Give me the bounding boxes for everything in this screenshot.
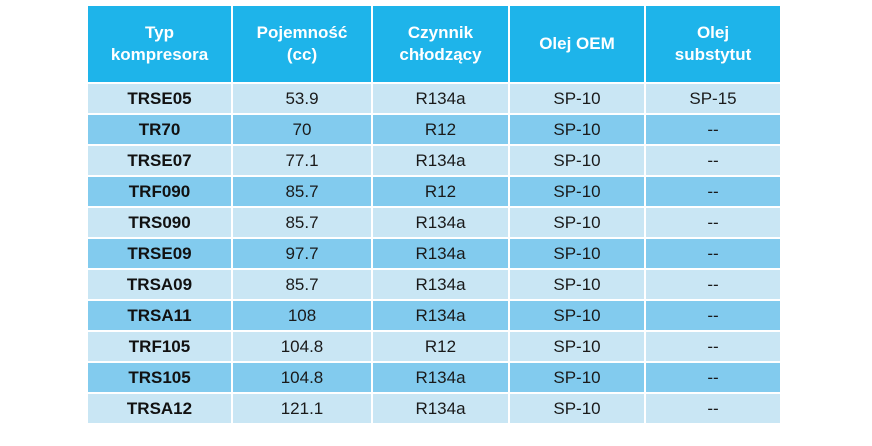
cell-capacity: 85.7 <box>231 206 373 239</box>
cell-substitute-oil: -- <box>644 268 782 301</box>
table-row: TRSE05 53.9 R134a SP-10 SP-15 <box>86 82 782 115</box>
table-row: TR70 70 R12 SP-10 -- <box>86 113 782 146</box>
cell-oem-oil: SP-10 <box>508 237 646 270</box>
cell-refrigerant: R134a <box>371 206 510 239</box>
cell-capacity: 104.8 <box>231 330 373 363</box>
table-row: TRSE09 97.7 R134a SP-10 -- <box>86 237 782 270</box>
cell-oem-oil: SP-10 <box>508 392 646 425</box>
header-capacity: Pojemność (cc) <box>231 4 373 84</box>
cell-capacity: 85.7 <box>231 268 373 301</box>
cell-refrigerant: R134a <box>371 237 510 270</box>
header-line: Pojemność <box>256 23 348 42</box>
header-line: Olej <box>696 23 730 42</box>
header-line: Typ <box>145 23 174 42</box>
header-line: chłodzący <box>399 45 482 64</box>
table-row: TRSA11 108 R134a SP-10 -- <box>86 299 782 332</box>
cell-substitute-oil: -- <box>644 237 782 270</box>
cell-oem-oil: SP-10 <box>508 144 646 177</box>
table-row: TRF090 85.7 R12 SP-10 -- <box>86 175 782 208</box>
cell-refrigerant: R12 <box>371 330 510 363</box>
compressor-table-container: Typ kompresora Pojemność (cc) Czynnik ch… <box>86 4 782 425</box>
cell-model: TRSA11 <box>86 299 233 332</box>
header-row: Typ kompresora Pojemność (cc) Czynnik ch… <box>86 4 782 84</box>
cell-substitute-oil: -- <box>644 299 782 332</box>
cell-substitute-oil: -- <box>644 361 782 394</box>
cell-capacity: 97.7 <box>231 237 373 270</box>
cell-oem-oil: SP-10 <box>508 268 646 301</box>
cell-refrigerant: R134a <box>371 82 510 115</box>
cell-refrigerant: R134a <box>371 392 510 425</box>
cell-substitute-oil: -- <box>644 113 782 146</box>
header-substitute-oil: Olej substytut <box>644 4 782 84</box>
cell-capacity: 104.8 <box>231 361 373 394</box>
cell-refrigerant: R134a <box>371 144 510 177</box>
cell-model: TRF105 <box>86 330 233 363</box>
table-row: TRF105 104.8 R12 SP-10 -- <box>86 330 782 363</box>
cell-model: TRSA12 <box>86 392 233 425</box>
cell-oem-oil: SP-10 <box>508 206 646 239</box>
cell-capacity: 77.1 <box>231 144 373 177</box>
header-line: (cc) <box>286 45 318 64</box>
cell-refrigerant: R12 <box>371 113 510 146</box>
cell-refrigerant: R134a <box>371 361 510 394</box>
compressor-oil-table: Typ kompresora Pojemność (cc) Czynnik ch… <box>86 4 782 425</box>
cell-model: TRS105 <box>86 361 233 394</box>
cell-substitute-oil: -- <box>644 330 782 363</box>
cell-refrigerant: R134a <box>371 299 510 332</box>
table-row: TRS090 85.7 R134a SP-10 -- <box>86 206 782 239</box>
cell-model: TRS090 <box>86 206 233 239</box>
cell-capacity: 85.7 <box>231 175 373 208</box>
cell-model: TRSE05 <box>86 82 233 115</box>
header-line: Olej OEM <box>539 34 615 53</box>
table-row: TRS105 104.8 R134a SP-10 -- <box>86 361 782 394</box>
cell-capacity: 121.1 <box>231 392 373 425</box>
table-row: TRSA12 121.1 R134a SP-10 -- <box>86 392 782 425</box>
cell-model: TR70 <box>86 113 233 146</box>
table-header: Typ kompresora Pojemność (cc) Czynnik ch… <box>86 4 782 84</box>
cell-model: TRSE09 <box>86 237 233 270</box>
header-compressor-type: Typ kompresora <box>86 4 233 84</box>
header-refrigerant: Czynnik chłodzący <box>371 4 510 84</box>
cell-substitute-oil: -- <box>644 144 782 177</box>
table-body: TRSE05 53.9 R134a SP-10 SP-15 TR70 70 R1… <box>86 82 782 425</box>
cell-capacity: 70 <box>231 113 373 146</box>
cell-oem-oil: SP-10 <box>508 113 646 146</box>
header-line: substytut <box>674 45 752 64</box>
table-row: TRSE07 77.1 R134a SP-10 -- <box>86 144 782 177</box>
cell-substitute-oil: -- <box>644 392 782 425</box>
cell-oem-oil: SP-10 <box>508 330 646 363</box>
cell-oem-oil: SP-10 <box>508 299 646 332</box>
header-line: Czynnik <box>407 23 474 42</box>
cell-refrigerant: R12 <box>371 175 510 208</box>
cell-oem-oil: SP-10 <box>508 361 646 394</box>
cell-model: TRSA09 <box>86 268 233 301</box>
cell-capacity: 108 <box>231 299 373 332</box>
cell-oem-oil: SP-10 <box>508 82 646 115</box>
header-line: kompresora <box>110 45 209 64</box>
cell-substitute-oil: SP-15 <box>644 82 782 115</box>
header-oem-oil: Olej OEM <box>508 4 646 84</box>
cell-refrigerant: R134a <box>371 268 510 301</box>
cell-oem-oil: SP-10 <box>508 175 646 208</box>
table-row: TRSA09 85.7 R134a SP-10 -- <box>86 268 782 301</box>
cell-substitute-oil: -- <box>644 175 782 208</box>
cell-model: TRF090 <box>86 175 233 208</box>
cell-substitute-oil: -- <box>644 206 782 239</box>
cell-capacity: 53.9 <box>231 82 373 115</box>
cell-model: TRSE07 <box>86 144 233 177</box>
